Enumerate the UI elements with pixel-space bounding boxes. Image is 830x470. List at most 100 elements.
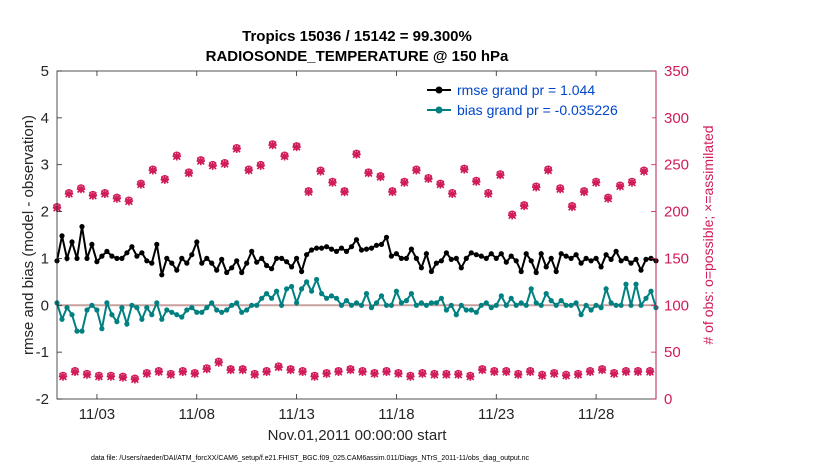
legend: rmse grand pr = 1.044 bias grand pr = -0…: [422, 78, 652, 122]
obs-assimilated-marker: [490, 367, 499, 376]
rmse-point: [343, 248, 350, 254]
rmse-point: [184, 260, 190, 266]
axes-box: [57, 71, 656, 399]
rmse-point: [309, 247, 315, 253]
rmse-point: [573, 252, 579, 258]
obs-assimilated-marker: [196, 156, 205, 166]
obs-assimilated-marker: [603, 194, 613, 203]
bias-point: [403, 298, 409, 304]
bias-point: [134, 305, 140, 311]
bias-point: [428, 300, 434, 306]
rmse-point: [398, 255, 404, 261]
bias-point: [209, 300, 215, 306]
y-tick-label-right: 350: [664, 63, 689, 80]
rmse-point: [568, 255, 574, 261]
rmse-point: [59, 233, 65, 239]
obs-assimilated-marker: [436, 180, 445, 189]
legend-rmse-marker: [435, 86, 443, 94]
rmse-point: [473, 252, 479, 258]
bias-point: [558, 298, 564, 304]
rmse-point: [64, 255, 70, 261]
bias-point: [553, 302, 559, 308]
bias-point: [368, 305, 375, 311]
bias-point: [423, 302, 429, 308]
bias-point: [309, 288, 315, 294]
bias-point: [284, 286, 290, 292]
obs-assimilated-marker: [394, 369, 403, 378]
obs-assimilated-marker: [220, 159, 229, 168]
obs-assimilated-marker: [579, 187, 589, 197]
obs-assimilated-marker: [567, 202, 577, 212]
bias-point: [109, 312, 115, 318]
bias-point: [79, 328, 85, 334]
rmse-point: [134, 253, 140, 259]
chart-subtitle: RADIOSONDE_TEMPERATURE @ 150 hPa: [206, 48, 509, 65]
obs-assimilated-marker: [448, 189, 457, 198]
bias-point: [363, 291, 370, 297]
rmse-point: [264, 262, 270, 269]
obs-assimilated-marker: [424, 174, 433, 183]
obs-assimilated-marker: [460, 165, 469, 174]
bias-point: [463, 307, 469, 313]
rmse-point: [413, 255, 419, 261]
obs-assimilated-marker: [633, 367, 643, 376]
obs-assimilated-marker: [304, 187, 313, 197]
bias-point: [473, 309, 479, 315]
y-tick-label-left: 5: [41, 63, 49, 80]
rmse-point: [448, 256, 454, 262]
obs-assimilated-marker: [472, 177, 481, 186]
y-tick-label-left: 3: [41, 157, 49, 174]
bias-point: [99, 326, 105, 332]
obs-assimilated-marker: [621, 367, 631, 376]
rmse-point: [109, 253, 115, 259]
bias-point: [393, 288, 399, 294]
bias-point: [299, 286, 305, 292]
obs-assimilated-marker: [208, 161, 217, 170]
bias-point: [638, 302, 644, 308]
footnote-data-file: data file: /Users/raeder/DAI/ATM_forcXX/…: [91, 455, 530, 462]
obs-assimilated-marker: [484, 189, 493, 198]
bias-point: [468, 307, 474, 313]
obs-assimilated-marker: [520, 201, 529, 211]
rmse-point: [328, 246, 335, 252]
x-tick-label: 11/03: [79, 406, 115, 423]
rmse-point: [518, 268, 524, 275]
obs-assimilated-marker: [328, 178, 337, 187]
bias-point: [139, 316, 145, 322]
bias-point: [383, 302, 390, 308]
rmse-point: [623, 255, 629, 261]
bias-point: [613, 302, 619, 308]
bias-point: [378, 293, 385, 299]
obs-assimilated-marker: [238, 365, 247, 375]
rmse-point: [508, 253, 514, 259]
obs-assimilated-marker: [58, 372, 68, 381]
obs-assimilated-marker: [202, 364, 211, 374]
rmse-point: [553, 268, 559, 275]
rmse-point: [438, 258, 444, 264]
rmse-point: [593, 255, 599, 261]
rmse-point: [249, 248, 255, 254]
bias-point: [498, 293, 504, 299]
obs-assimilated-marker: [514, 370, 523, 379]
bias-point: [373, 300, 380, 306]
y-tick-label-right: 200: [664, 204, 689, 221]
rmse-point: [583, 255, 589, 261]
bias-point: [518, 300, 524, 306]
bias-point: [304, 279, 310, 285]
bias-point: [74, 328, 80, 334]
bias-point: [328, 293, 335, 299]
bias-point: [184, 307, 190, 313]
rmse-point: [84, 255, 90, 261]
bias-point: [224, 307, 230, 313]
obs-assimilated-marker: [532, 183, 541, 192]
obs-assimilated-marker: [400, 178, 409, 187]
y-tick-label-left: 0: [41, 297, 49, 314]
obs-assimilated-marker: [538, 371, 547, 380]
obs-assimilated-marker: [418, 369, 427, 378]
obs-assimilated-marker: [172, 152, 181, 161]
rmse-point: [338, 245, 345, 251]
obs-assimilated-marker: [508, 211, 517, 220]
bias-point: [478, 302, 484, 308]
bias-point: [443, 307, 449, 313]
obs-assimilated-marker: [262, 367, 271, 376]
